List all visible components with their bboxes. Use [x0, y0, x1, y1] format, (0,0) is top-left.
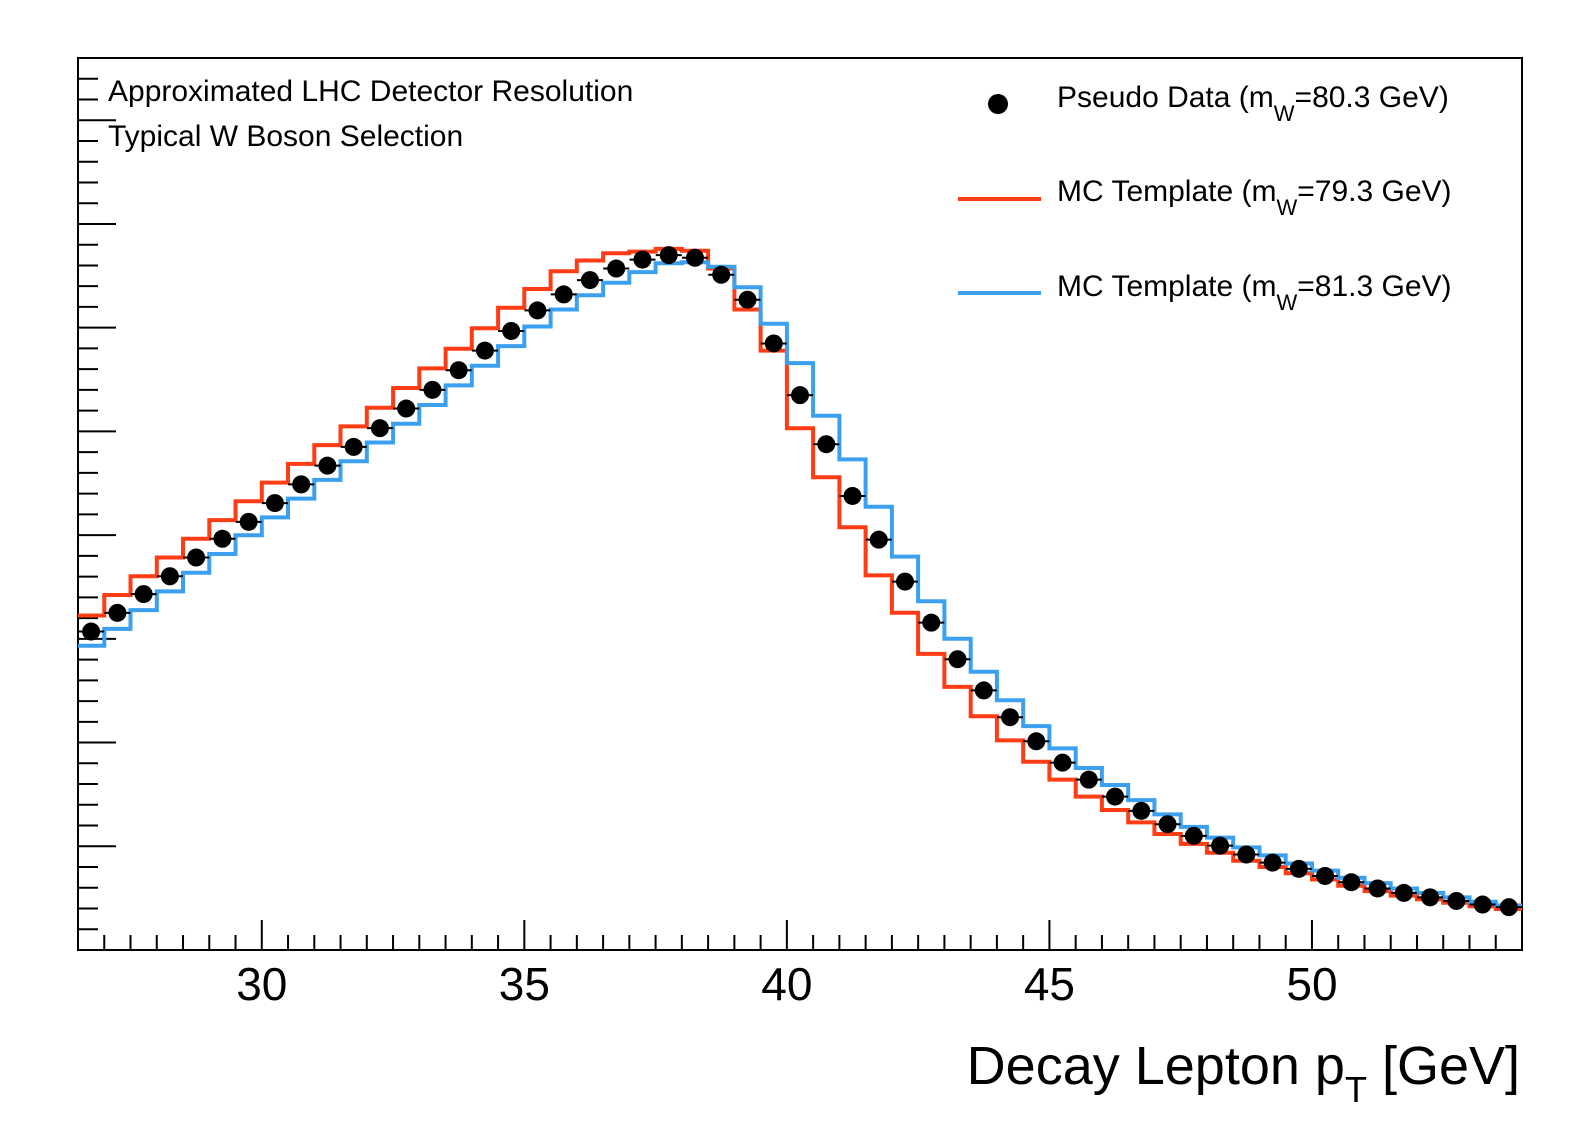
data-point — [318, 456, 337, 475]
legend-label-prefix: Pseudo Data (m — [1057, 81, 1274, 114]
data-point — [633, 250, 652, 269]
step-line-series-1 — [78, 246, 1522, 911]
data-point — [1421, 888, 1440, 907]
data-point — [948, 650, 967, 669]
data-point — [712, 265, 731, 284]
data-point — [1499, 898, 1518, 917]
data-point — [738, 290, 757, 309]
data-series — [78, 246, 1522, 917]
x-tick-label: 50 — [1286, 958, 1337, 1010]
data-point — [1184, 826, 1203, 845]
data-point — [791, 386, 809, 405]
data-point — [82, 622, 101, 641]
data-point — [817, 435, 836, 454]
data-point — [528, 301, 547, 320]
annotation-resolution: Approximated LHC Detector Resolution — [108, 75, 633, 108]
data-point — [1473, 895, 1492, 914]
data-point — [1158, 815, 1177, 834]
data-point — [1316, 866, 1335, 885]
x-axis-title-unit: [GeV] — [1367, 1036, 1520, 1096]
data-point — [685, 248, 704, 267]
data-point — [423, 380, 442, 399]
data-point — [1079, 770, 1098, 789]
data-point — [397, 399, 416, 418]
data-point — [449, 361, 468, 380]
data-point — [239, 512, 258, 531]
data-point — [1132, 801, 1151, 820]
data-point — [659, 246, 678, 265]
data-point — [974, 681, 993, 700]
data-point — [1211, 836, 1230, 855]
legend-label-pseudo-data: Pseudo Data (mW=80.3 GeV) — [1057, 81, 1449, 126]
data-point — [187, 548, 206, 567]
data-point — [502, 321, 521, 340]
x-axis-title-subscript: T — [1345, 1069, 1367, 1110]
x-axis-tick-labels: 30 35 40 45 50 — [236, 958, 1337, 1010]
legend: Pseudo Data (mW=80.3 GeV) MC Template (m… — [958, 81, 1452, 315]
legend-label-suffix: =79.3 GeV) — [1297, 175, 1451, 208]
legend-label-suffix: =81.3 GeV) — [1297, 270, 1451, 303]
data-point — [1053, 753, 1072, 772]
legend-label-subscript: W — [1274, 101, 1295, 126]
data-point — [213, 529, 232, 548]
data-point — [344, 437, 363, 456]
legend-label-subscript: W — [1277, 290, 1298, 315]
data-point — [764, 334, 783, 353]
data-point — [1447, 891, 1466, 910]
data-point — [475, 341, 494, 360]
data-point — [922, 613, 941, 632]
data-point — [160, 567, 179, 586]
step-line-series-2 — [78, 260, 1522, 908]
data-point — [607, 259, 626, 278]
plot-frame — [77, 57, 1523, 951]
data-point — [1289, 859, 1308, 878]
x-axis-ticks — [77, 920, 1523, 950]
x-axis-title: Decay Lepton pT [GeV] — [967, 1036, 1520, 1110]
data-point — [1106, 787, 1125, 806]
data-point — [580, 271, 599, 290]
data-point — [265, 494, 284, 513]
data-point — [1342, 873, 1361, 892]
data-point — [869, 530, 888, 549]
data-point — [1237, 845, 1256, 864]
x-tick-label: 35 — [499, 958, 550, 1010]
x-axis-title-main: Decay Lepton p — [967, 1036, 1345, 1096]
legend-label-subscript: W — [1277, 195, 1298, 220]
legend-label-mc-79: MC Template (mW=79.3 GeV) — [1057, 175, 1452, 220]
data-point — [1394, 883, 1413, 902]
legend-label-mc-81: MC Template (mW=81.3 GeV) — [1057, 270, 1452, 315]
annotation-selection: Typical W Boson Selection — [108, 120, 463, 153]
legend-label-prefix: MC Template (m — [1057, 270, 1277, 303]
data-point — [1027, 732, 1046, 751]
data-point — [1001, 708, 1020, 727]
legend-label-suffix: =80.3 GeV) — [1295, 81, 1449, 114]
data-point — [1368, 879, 1387, 898]
x-tick-label: 30 — [236, 958, 287, 1010]
x-tick-label: 45 — [1024, 958, 1075, 1010]
data-point — [108, 603, 127, 622]
data-point — [843, 486, 862, 505]
data-point — [896, 572, 915, 591]
legend-label-prefix: MC Template (m — [1057, 175, 1277, 208]
data-point — [554, 285, 573, 304]
data-point — [370, 419, 389, 438]
legend-marker-pseudo-data — [988, 94, 1008, 114]
data-point — [292, 475, 311, 494]
y-axis-ticks — [78, 57, 116, 951]
data-point — [134, 585, 153, 604]
x-tick-label: 40 — [761, 958, 812, 1010]
data-point — [1263, 853, 1282, 872]
